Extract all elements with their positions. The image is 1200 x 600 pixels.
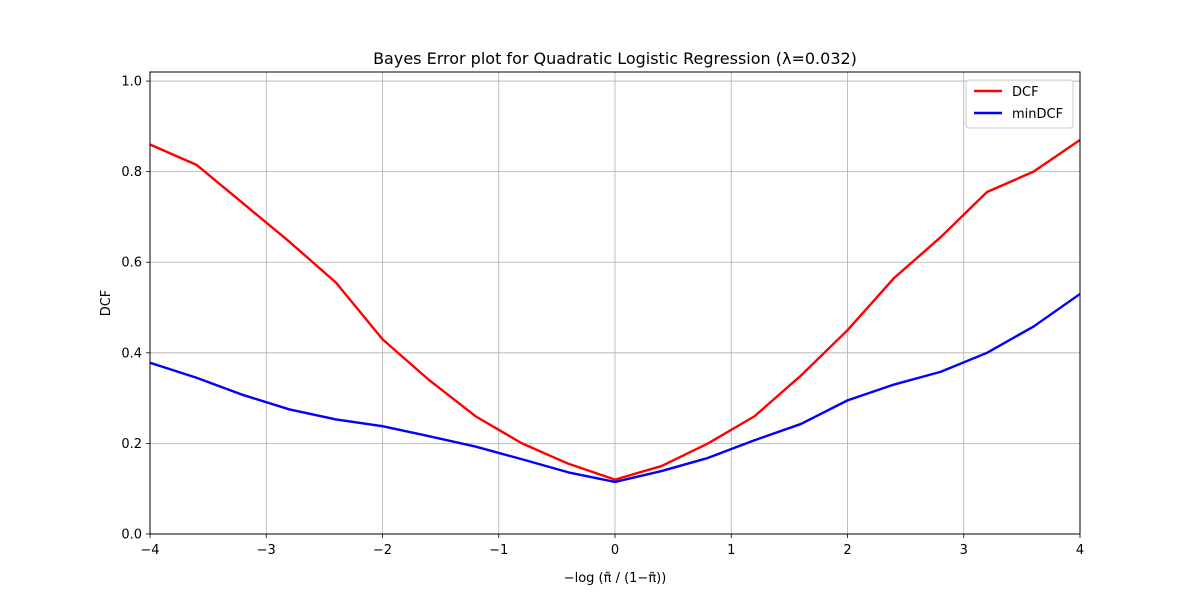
chart-title: Bayes Error plot for Quadratic Logistic … [373,49,857,68]
x-tick-label: 1 [727,543,735,558]
x-tick-label: −4 [140,543,159,558]
series-lines [149,138,1081,484]
y-tick-label: 1.0 [121,75,142,90]
x-axis-ticks: −4 −3 −2 −1 0 1 2 3 4 [140,534,1084,558]
y-tick-label: 0.0 [121,528,142,543]
legend-label-mindcf: minDCF [1012,107,1063,122]
y-tick-label: 0.4 [121,346,142,361]
x-tick-label: −1 [489,543,508,558]
x-tick-label: 4 [1076,543,1084,558]
x-tick-label: −2 [373,543,392,558]
x-axis-label: −log (π̃ / (1−π̃)) [564,571,667,586]
y-tick-label: 0.6 [121,256,142,271]
y-tick-label: 0.8 [121,165,142,180]
y-tick-label: 0.2 [121,437,142,452]
series-line-mindcf [149,292,1081,484]
y-axis-label: DCF [99,290,114,317]
x-tick-label: 0 [611,543,619,558]
x-tick-label: 2 [843,543,851,558]
legend: DCF minDCF [965,79,1074,129]
y-axis-ticks: 0.0 0.2 0.4 0.6 0.8 1.0 [121,75,150,543]
legend-label-dcf: DCF [1012,85,1039,100]
series-line-dcf [149,138,1081,481]
x-tick-label: −3 [257,543,276,558]
x-tick-label: 3 [960,543,968,558]
